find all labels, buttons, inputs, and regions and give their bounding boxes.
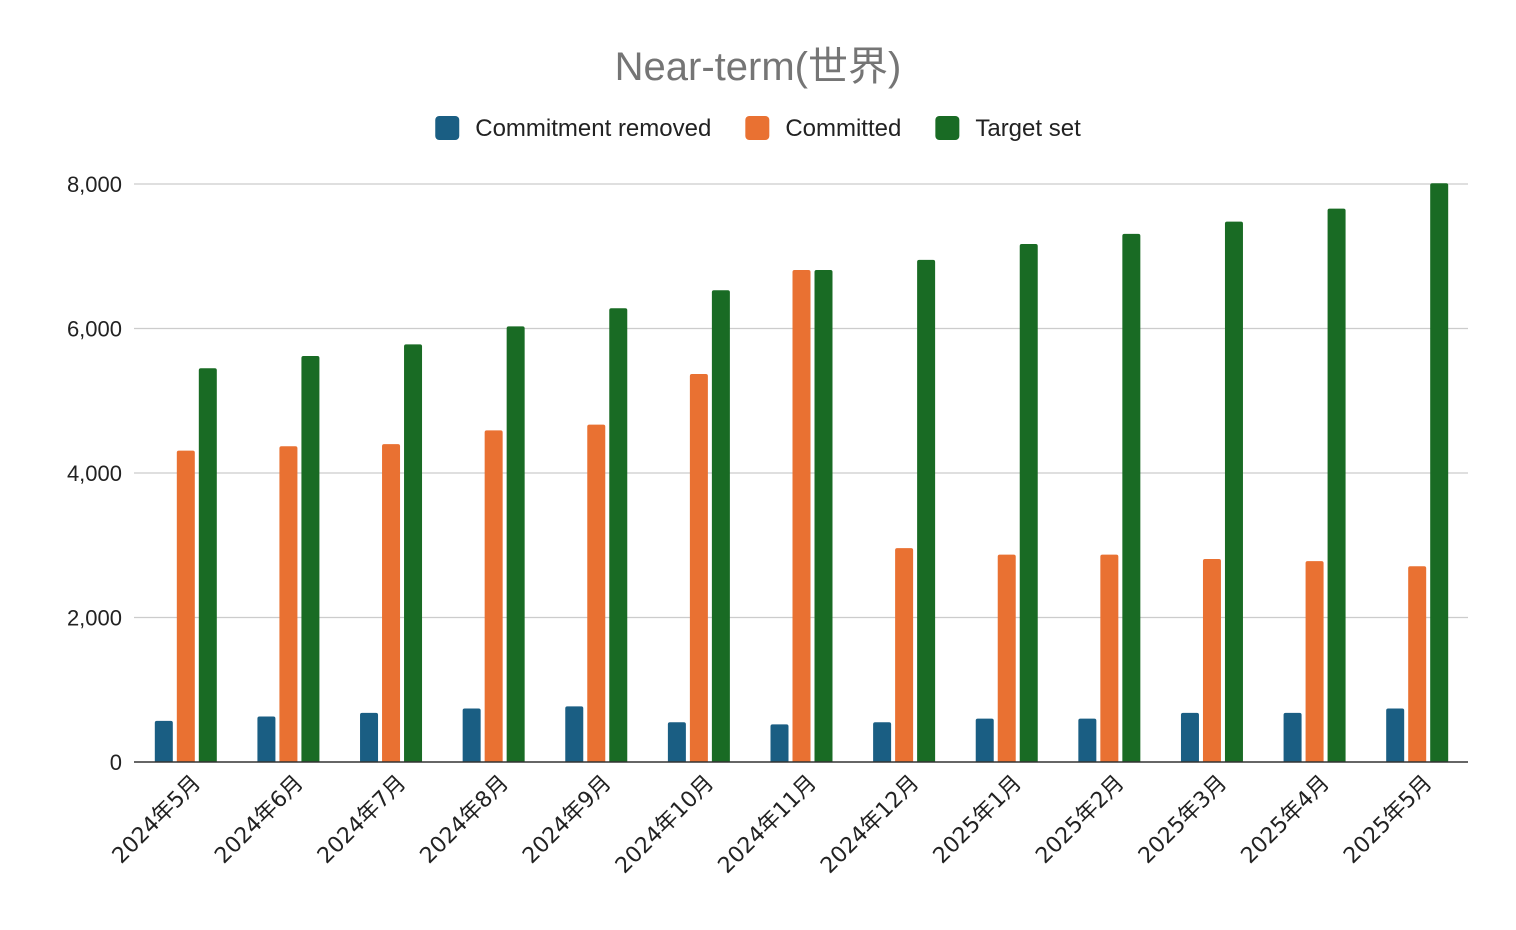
bar-target-set [917,259,936,762]
bar-commitment-removed [1283,712,1302,762]
x-tick-label: 2024年6月 [210,771,308,869]
bar-target-set [609,308,628,762]
bar-commitment-removed [975,718,994,762]
bar-committed [1202,558,1221,762]
legend-swatch [435,116,460,140]
bar-commitment-removed [462,708,481,762]
bar-committed [279,446,298,762]
x-tick-label: 2024年9月 [518,771,616,869]
legend-swatch [935,116,960,140]
legend-label: Target set [975,115,1081,142]
bar-commitment-removed [257,716,276,762]
bar-commitment-removed [667,722,686,762]
x-tick-label: 2025年3月 [1134,771,1232,869]
bar-committed [792,269,811,762]
bar-target-set [1430,183,1449,763]
bar-committed [382,444,401,762]
bar-commitment-removed [873,722,892,762]
bar-committed [895,548,914,762]
x-axis-ticks: 2024年5月 2024年6月 2024年7月 2024年8月 2024年9月2024年… [108,771,1438,879]
y-tick-label: 6,000 [67,317,122,342]
y-tick-label: 0 [110,750,122,775]
bar-target-set [814,269,833,762]
x-tick-label: 2024年5月 [108,771,206,869]
bar-target-set [1327,208,1346,762]
x-tick-label: 2024年8月 [416,771,514,869]
bar-committed [587,424,606,762]
legend-swatch [745,116,770,140]
bar-target-set [1122,233,1141,763]
x-tick-label: 2024年10月 [611,771,719,879]
bar-committed [1408,566,1427,762]
bars [154,183,1449,763]
legend-label: Commitment removed [475,115,711,142]
bar-commitment-removed [770,724,789,762]
bar-committed [1305,561,1324,762]
bar-target-set [1224,221,1243,762]
bar-target-set [1019,243,1038,762]
y-tick-label: 4,000 [67,461,122,486]
bar-target-set [711,290,730,762]
bar-commitment-removed [565,706,584,762]
bar-committed [689,374,708,762]
bar-commitment-removed [154,720,173,762]
bar-commitment-removed [1180,712,1199,762]
x-tick-label: 2024年7月 [313,771,411,869]
y-tick-label: 2,000 [67,606,122,631]
y-axis-ticks: 0 2,000 4,000 6,000 8,000 [67,172,122,775]
bar-commitment-removed [1386,708,1405,762]
x-tick-label: 2025年4月 [1237,771,1335,869]
x-tick-label: 2025年2月 [1031,771,1129,869]
bar-committed [1100,554,1119,762]
x-tick-label: 2025年1月 [929,771,1027,869]
bar-target-set [404,344,423,762]
bar-target-set [506,326,525,762]
x-tick-label: 2024年12月 [816,771,924,879]
legend: Commitment removed Committed Target set [435,115,1081,142]
x-tick-label: 2025年5月 [1339,771,1437,869]
bar-committed [176,450,195,762]
bar-committed [484,430,503,762]
bar-commitment-removed [1078,718,1097,762]
bar-committed [997,554,1016,762]
legend-label: Committed [785,115,901,142]
bar-target-set [198,368,217,762]
bar-commitment-removed [360,712,379,762]
bar-target-set [301,355,320,762]
chart-title: Near-term(世界) [615,45,902,89]
y-tick-label: 8,000 [67,172,122,197]
x-tick-label: 2024年11月 [714,771,822,879]
